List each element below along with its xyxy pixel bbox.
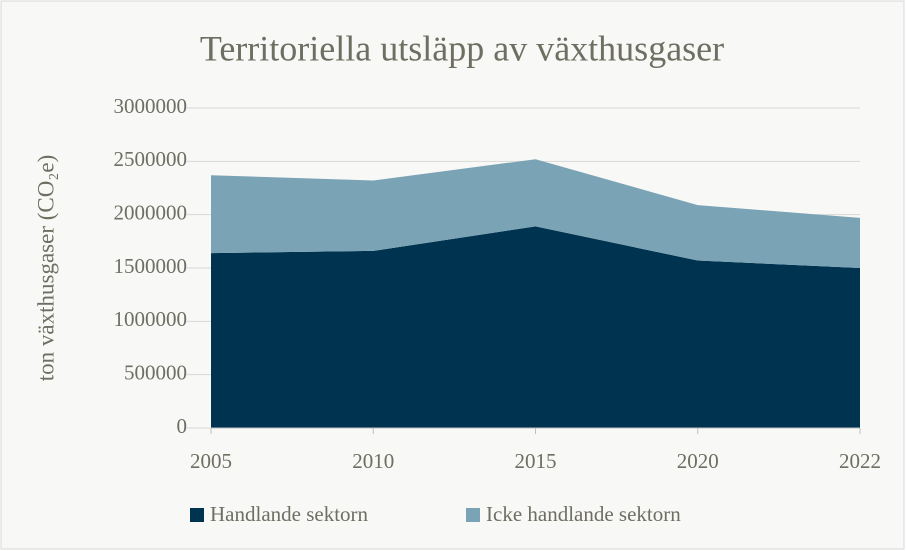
legend-label: Handlande sektorn <box>210 502 369 526</box>
area <box>211 226 860 428</box>
y-tick-label: 3000000 <box>114 94 188 118</box>
x-tick-label: 2010 <box>352 449 394 473</box>
y-tick-label: 1000000 <box>114 307 188 331</box>
legend-swatch <box>466 508 480 522</box>
x-tick-label: 2020 <box>677 449 719 473</box>
x-tick-label: 2015 <box>515 449 557 473</box>
y-tick-label: 2000000 <box>114 200 188 224</box>
x-tick-label: 2005 <box>190 449 232 473</box>
y-tick-label: 2500000 <box>114 147 188 171</box>
legend-label: Icke handlande sektorn <box>486 502 681 526</box>
area <box>211 159 860 268</box>
legend-swatch <box>190 508 204 522</box>
y-tick-label: 500000 <box>124 360 187 384</box>
x-tick-label: 2022 <box>839 449 881 473</box>
y-axis-label: ton växthusgaser (CO₂e) <box>33 155 58 381</box>
chart-title: Territoriella utsläpp av växthusgaser <box>200 28 724 68</box>
y-tick-label: 1500000 <box>114 254 188 278</box>
y-tick-label: 0 <box>177 414 188 438</box>
